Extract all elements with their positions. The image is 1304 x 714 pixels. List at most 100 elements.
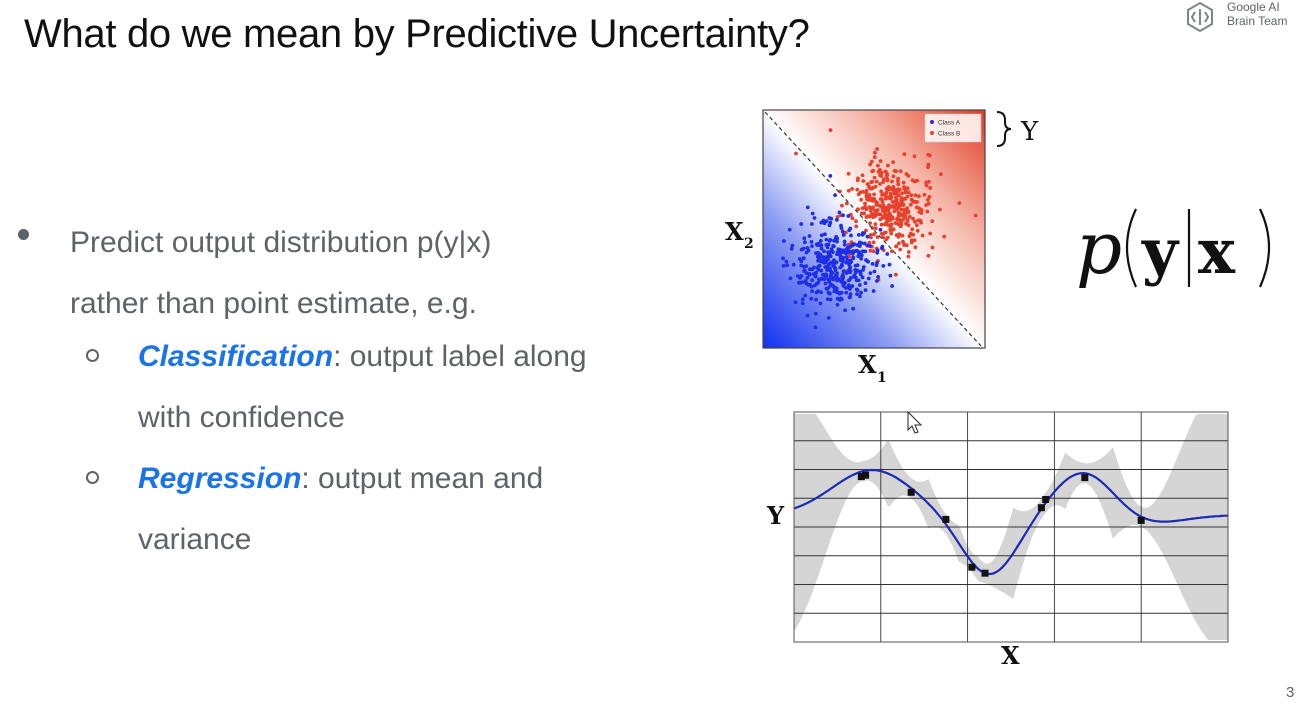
class-a-point (823, 258, 827, 263)
class-b-point (887, 195, 891, 199)
class-a-point (803, 279, 808, 283)
class-a-point (854, 278, 859, 283)
class-b-point (904, 221, 908, 226)
main-bullet: Predict output distribution p(y|x) rathe… (70, 212, 690, 334)
brain-logo-icon (1187, 1, 1213, 33)
class-b-point (879, 197, 884, 201)
class-b-point (864, 190, 869, 195)
regression-line-2: variance (138, 523, 252, 556)
class-b-point (895, 221, 899, 226)
class-a-point (819, 268, 824, 273)
class-a-point (835, 218, 839, 222)
class-a-point (857, 240, 862, 245)
class-a-point (810, 244, 814, 249)
class-b-point (915, 200, 919, 204)
class-b-point (939, 172, 943, 176)
class-a-point (826, 316, 831, 320)
class-a-point (818, 252, 823, 257)
class-a-point (833, 237, 838, 241)
class-b-point (896, 210, 901, 215)
class-b-point (884, 174, 889, 179)
class-a-point (803, 240, 807, 245)
class-a-point (825, 286, 830, 291)
class-a-point (837, 210, 842, 215)
classification-keyword: Classification (138, 340, 334, 373)
class-a-point (819, 239, 823, 243)
class-b-point (865, 197, 869, 202)
class-b-point (878, 182, 882, 186)
class-a-point (855, 288, 860, 292)
class-b-point (878, 173, 882, 177)
class-a-point (832, 285, 837, 290)
class-b-point (901, 239, 905, 244)
class-a-point (840, 264, 844, 268)
class-a-point (890, 284, 894, 288)
class-a-point (888, 273, 893, 278)
class-b-point (865, 182, 870, 186)
class-b-point (881, 235, 885, 240)
class-a-point (852, 273, 857, 278)
observation-point (968, 563, 976, 571)
class-b-point (894, 195, 898, 200)
class-a-point (887, 262, 892, 267)
class-b-point (879, 222, 884, 227)
observation-point (857, 473, 865, 481)
class-a-point (837, 247, 842, 252)
class-a-point (872, 269, 877, 274)
class-b-point (880, 208, 885, 213)
class-a-point (851, 256, 856, 261)
class-a-point (800, 280, 805, 285)
class-b-point (881, 180, 886, 184)
class-a-point (835, 252, 839, 257)
class-a-point (813, 311, 818, 316)
class-b-point (893, 199, 898, 204)
observation-point (981, 569, 989, 577)
class-a-point (839, 279, 844, 284)
class-b-point (863, 201, 867, 206)
class-a-point (839, 226, 844, 230)
class-a-point (843, 308, 847, 313)
class-b-point (882, 192, 887, 197)
class-b-point (871, 168, 875, 173)
class-b-point (885, 178, 890, 183)
legend-marker-a (930, 120, 934, 124)
class-a-point (841, 213, 845, 218)
class-a-point (819, 233, 824, 238)
class-b-point (838, 189, 842, 194)
class-b-point (869, 213, 873, 218)
class-a-point (824, 273, 829, 278)
regression-line-1: Regression: output mean and (138, 448, 698, 509)
class-b-point (896, 193, 901, 198)
class-b-point (906, 250, 911, 254)
class-b-point (926, 197, 930, 202)
class-b-point (875, 147, 879, 151)
class-a-point (784, 259, 789, 264)
class-a-point (816, 280, 820, 285)
class-a-point (802, 236, 807, 241)
class-a-point (842, 242, 847, 247)
observation-point (1042, 496, 1050, 503)
class-b-point (894, 244, 898, 249)
class-a-point (814, 251, 818, 256)
class-b-point (957, 201, 962, 205)
formula-p-y-given-x: p y x (1076, 206, 1271, 290)
legend-marker-b (930, 131, 934, 135)
class-b-point (867, 240, 872, 245)
class-b-point (900, 191, 904, 196)
class-b-point (878, 159, 883, 163)
class-a-point (810, 267, 815, 272)
class-a-point (852, 249, 857, 254)
class-b-point (880, 193, 884, 197)
logo-line-1: Google AI (1227, 0, 1280, 14)
regression-keyword: Regression (138, 462, 302, 495)
class-b-point (909, 197, 914, 202)
class-b-point (906, 210, 911, 215)
class-b-point (891, 174, 896, 179)
class-a-point (844, 290, 849, 295)
formula-y: y (1141, 215, 1180, 288)
class-a-point (831, 244, 836, 248)
class-b-point (846, 171, 851, 176)
class-b-point (891, 227, 896, 232)
class-b-point (917, 206, 921, 210)
class-b-point (911, 216, 915, 221)
